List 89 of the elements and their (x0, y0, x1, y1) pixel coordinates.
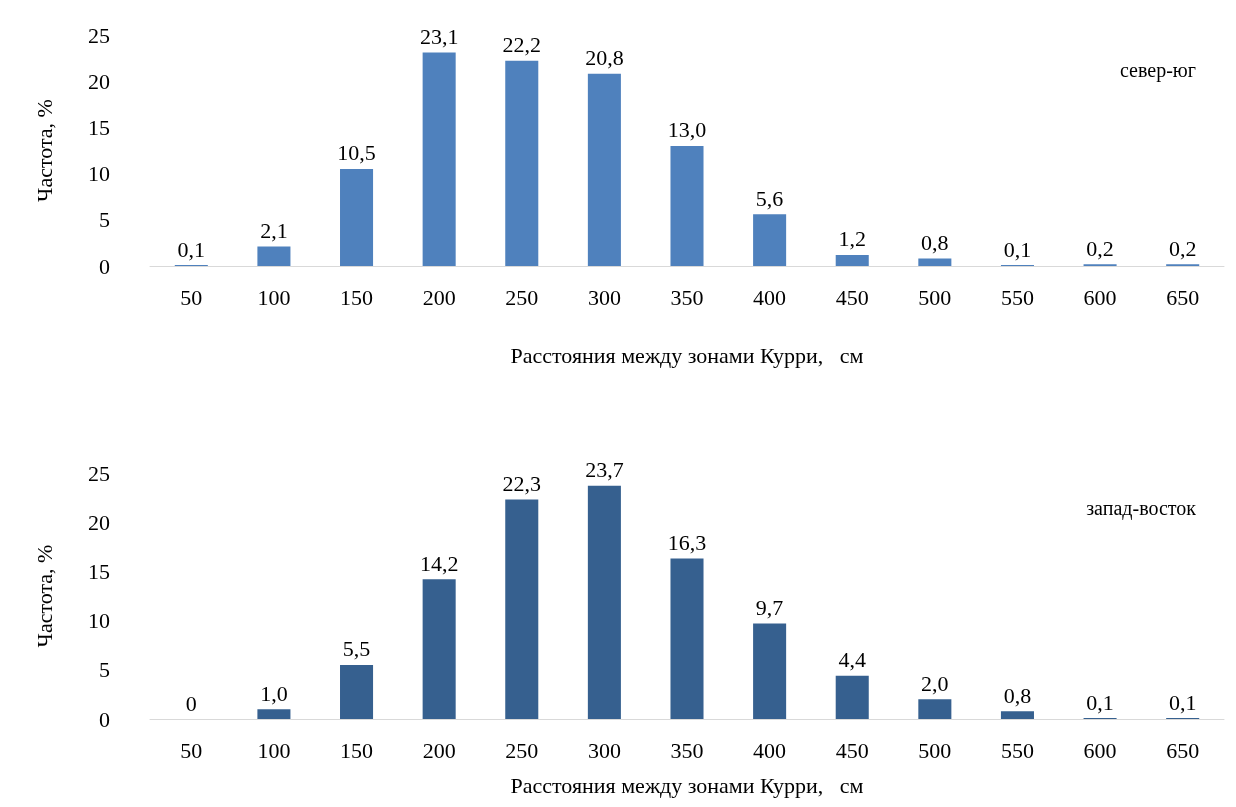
data-label: 16,3 (667, 530, 707, 556)
bar (422, 52, 456, 266)
x-tick-label: 150 (340, 737, 374, 763)
data-label: 10,5 (337, 140, 376, 166)
x-tick-label: 550 (1000, 284, 1034, 310)
data-label: 0,2 (1086, 235, 1114, 261)
bar (340, 664, 374, 719)
bar (753, 214, 787, 266)
bar (340, 168, 374, 266)
x-tick-label: 50 (180, 284, 203, 310)
bar (505, 60, 539, 266)
y-tick-label: 10 (88, 608, 110, 634)
x-tick-label: 100 (257, 737, 291, 763)
x-tick-label: 200 (422, 737, 456, 763)
bar (257, 709, 291, 719)
data-label: 5,5 (342, 636, 371, 662)
y-axis-title: Частота, % (31, 544, 57, 648)
x-tick-label: 50 (180, 737, 203, 763)
y-tick-label: 0 (99, 253, 110, 279)
x-tick-label: 650 (1166, 284, 1200, 310)
y-tick-label: 25 (88, 460, 110, 486)
y-axis-title: Частота, % (31, 99, 57, 202)
data-label: 2,1 (260, 218, 288, 244)
y-tick-label: 5 (99, 207, 110, 233)
x-tick-label: 350 (670, 737, 704, 763)
x-axis-title: Расстояния между зонами Курри, см (510, 772, 864, 798)
x-tick-label: 600 (1083, 737, 1117, 763)
y-tick-label: 20 (88, 509, 110, 535)
y-tick-label: 15 (88, 114, 110, 140)
x-tick-label: 450 (835, 737, 869, 763)
bar (587, 485, 621, 719)
data-label: 14,2 (419, 550, 459, 576)
x-tick-label: 300 (587, 284, 621, 310)
data-label: 23,1 (419, 24, 459, 50)
x-tick-label: 250 (505, 284, 539, 310)
bar (670, 145, 704, 266)
x-tick-label: 100 (257, 284, 291, 310)
annotation: запад-восток (1086, 497, 1197, 520)
data-label: 13,0 (667, 117, 707, 143)
x-tick-label: 200 (422, 284, 456, 310)
bar (587, 73, 621, 266)
data-label: 0,1 (177, 236, 206, 262)
bar (918, 699, 952, 719)
data-label: 0,2 (1168, 235, 1197, 261)
bar (753, 623, 787, 719)
x-tick-label: 500 (918, 284, 952, 310)
data-label: 4,4 (838, 647, 866, 673)
data-label: 0,1 (1168, 689, 1197, 715)
x-tick-label: 600 (1083, 284, 1117, 310)
bar (1000, 711, 1034, 719)
y-tick-label: 10 (88, 161, 110, 187)
x-tick-label: 550 (1000, 737, 1034, 763)
data-label: 1,2 (838, 226, 866, 252)
data-label: 22,3 (502, 471, 542, 497)
bar (835, 675, 869, 719)
data-label: 0 (185, 690, 197, 716)
bar (257, 246, 291, 266)
data-label: 5,6 (755, 185, 784, 211)
bar (505, 499, 539, 719)
data-label: 0,8 (921, 230, 949, 256)
data-label: 2,0 (921, 670, 949, 696)
y-tick-label: 5 (99, 657, 110, 683)
x-tick-label: 300 (587, 737, 621, 763)
x-tick-label: 150 (340, 284, 374, 310)
data-label: 0,8 (1003, 682, 1032, 708)
y-tick-label: 0 (99, 706, 110, 732)
annotation: север-юг (1119, 59, 1197, 82)
bar (918, 258, 952, 266)
x-tick-label: 350 (670, 284, 704, 310)
x-tick-label: 250 (505, 737, 539, 763)
x-tick-label: 400 (753, 284, 787, 310)
x-axis-title: Расстояния между зонами Курри, см (510, 342, 864, 368)
y-tick-label: 25 (88, 22, 110, 48)
data-label: 9,7 (755, 595, 784, 621)
x-tick-label: 500 (918, 737, 952, 763)
data-label: 20,8 (585, 45, 624, 71)
data-label: 0,1 (1003, 236, 1032, 262)
data-label: 0,1 (1086, 689, 1114, 715)
x-tick-label: 450 (835, 284, 869, 310)
data-label: 22,2 (502, 32, 542, 58)
bar (670, 558, 704, 719)
x-tick-label: 650 (1166, 737, 1200, 763)
y-tick-label: 20 (88, 68, 110, 94)
bar (835, 254, 869, 266)
bar (422, 579, 456, 719)
x-tick-label: 400 (753, 737, 787, 763)
data-label: 23,7 (585, 457, 624, 483)
y-tick-label: 15 (88, 558, 110, 584)
data-label: 1,0 (260, 680, 288, 706)
